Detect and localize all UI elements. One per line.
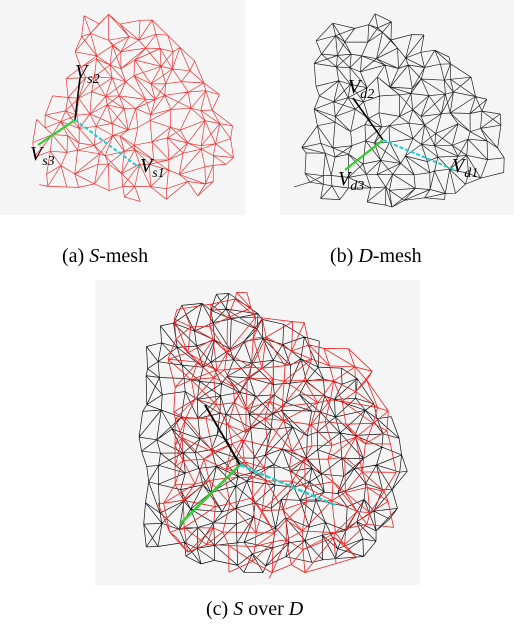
caption-symbol: D (289, 598, 303, 620)
caption-label: (a) (62, 245, 84, 267)
caption-symbol: D (358, 245, 372, 267)
caption-text: over (248, 598, 284, 620)
caption: (a) S-mesh (62, 245, 148, 268)
caption-label: (c) (206, 598, 228, 620)
caption-symbol: S (233, 598, 243, 620)
caption-text: -mesh (373, 245, 422, 267)
caption-symbol: S (89, 245, 99, 267)
figure-graphics: Vs2 Vs3 Vs1 Vd2 Vd3 Vd1 (0, 0, 514, 630)
caption: (b) D-mesh (330, 245, 422, 268)
figure: Vs2 Vs3 Vs1 Vd2 Vd3 Vd1 (a) S-mesh (b) D… (0, 0, 514, 630)
caption-text: -mesh (99, 245, 148, 267)
caption-label: (b) (330, 245, 353, 267)
caption: (c) S over D (206, 598, 303, 621)
